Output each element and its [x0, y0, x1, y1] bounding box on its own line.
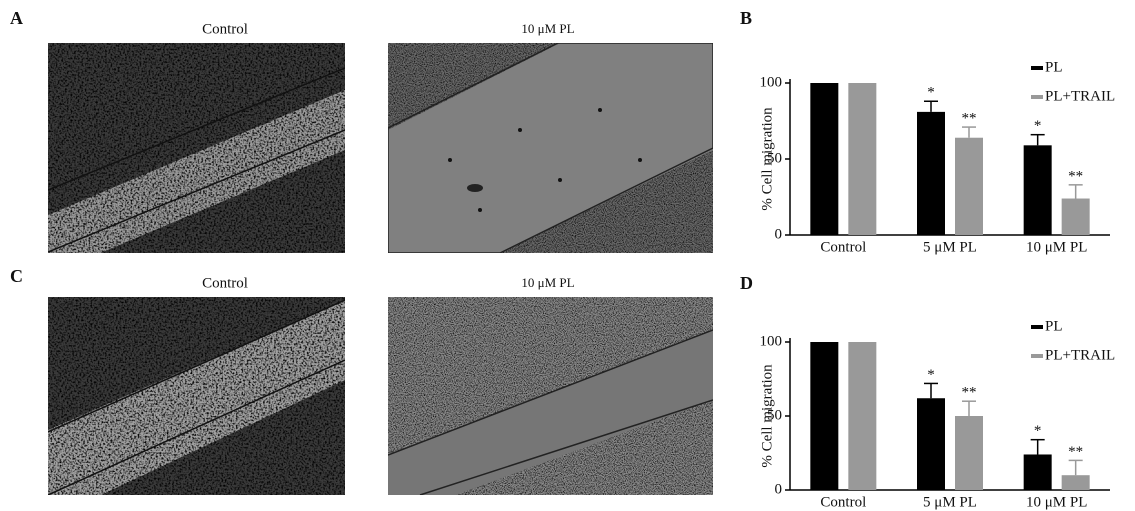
panel-letter: A — [10, 8, 23, 28]
legend-label: PL+TRAIL — [1045, 88, 1115, 104]
panel-letter: D — [740, 273, 753, 293]
significance-mark: * — [1034, 118, 1042, 134]
significance-mark: ** — [1068, 168, 1083, 184]
bar — [848, 83, 877, 235]
x-tick-label: 5 μM PL — [923, 494, 977, 510]
legend-label: PL+TRAIL — [1045, 347, 1115, 363]
y-tick-label: 100 — [760, 333, 783, 349]
micrograph — [48, 297, 345, 495]
bar — [955, 416, 983, 490]
significance-mark: * — [927, 85, 935, 101]
y-tick-label: 50 — [767, 407, 782, 423]
bar — [810, 83, 839, 235]
y-axis-label: % Cell migration — [759, 364, 775, 468]
y-tick-label: 100 — [760, 74, 783, 90]
x-tick-label: 10 μM PL — [1026, 494, 1087, 510]
significance-mark: ** — [962, 385, 977, 401]
panel-letter: B — [740, 8, 752, 28]
image-caption: Control — [202, 21, 248, 37]
x-tick-label: 10 μM PL — [1026, 239, 1087, 255]
bar — [1061, 475, 1090, 490]
y-tick-label: 50 — [767, 150, 782, 166]
x-tick-label: 5 μM PL — [923, 239, 977, 255]
x-tick-label: Control — [820, 494, 866, 510]
bar — [1023, 454, 1052, 490]
significance-mark: * — [927, 367, 935, 383]
significance-mark: ** — [962, 111, 977, 127]
y-axis-label: % Cell migration — [759, 107, 775, 211]
image-caption: 10 μM PL — [521, 21, 574, 36]
significance-mark: ** — [1068, 444, 1083, 460]
legend-label: PL — [1045, 59, 1063, 75]
image-caption: 10 μM PL — [521, 275, 574, 290]
bar — [1023, 145, 1052, 235]
y-tick-label: 0 — [775, 481, 783, 497]
micrograph — [48, 43, 345, 253]
bar — [1061, 198, 1090, 235]
micrograph — [388, 297, 713, 495]
bar — [917, 398, 945, 490]
x-tick-label: Control — [820, 239, 866, 255]
bar — [848, 342, 877, 490]
bar — [955, 137, 983, 235]
panel-letter: C — [10, 266, 23, 286]
image-caption: Control — [202, 275, 248, 291]
significance-mark: * — [1034, 423, 1042, 439]
bar — [810, 342, 839, 490]
y-tick-label: 0 — [775, 226, 783, 242]
legend-label: PL — [1045, 318, 1063, 334]
micrograph — [388, 43, 713, 253]
bar — [917, 111, 945, 235]
